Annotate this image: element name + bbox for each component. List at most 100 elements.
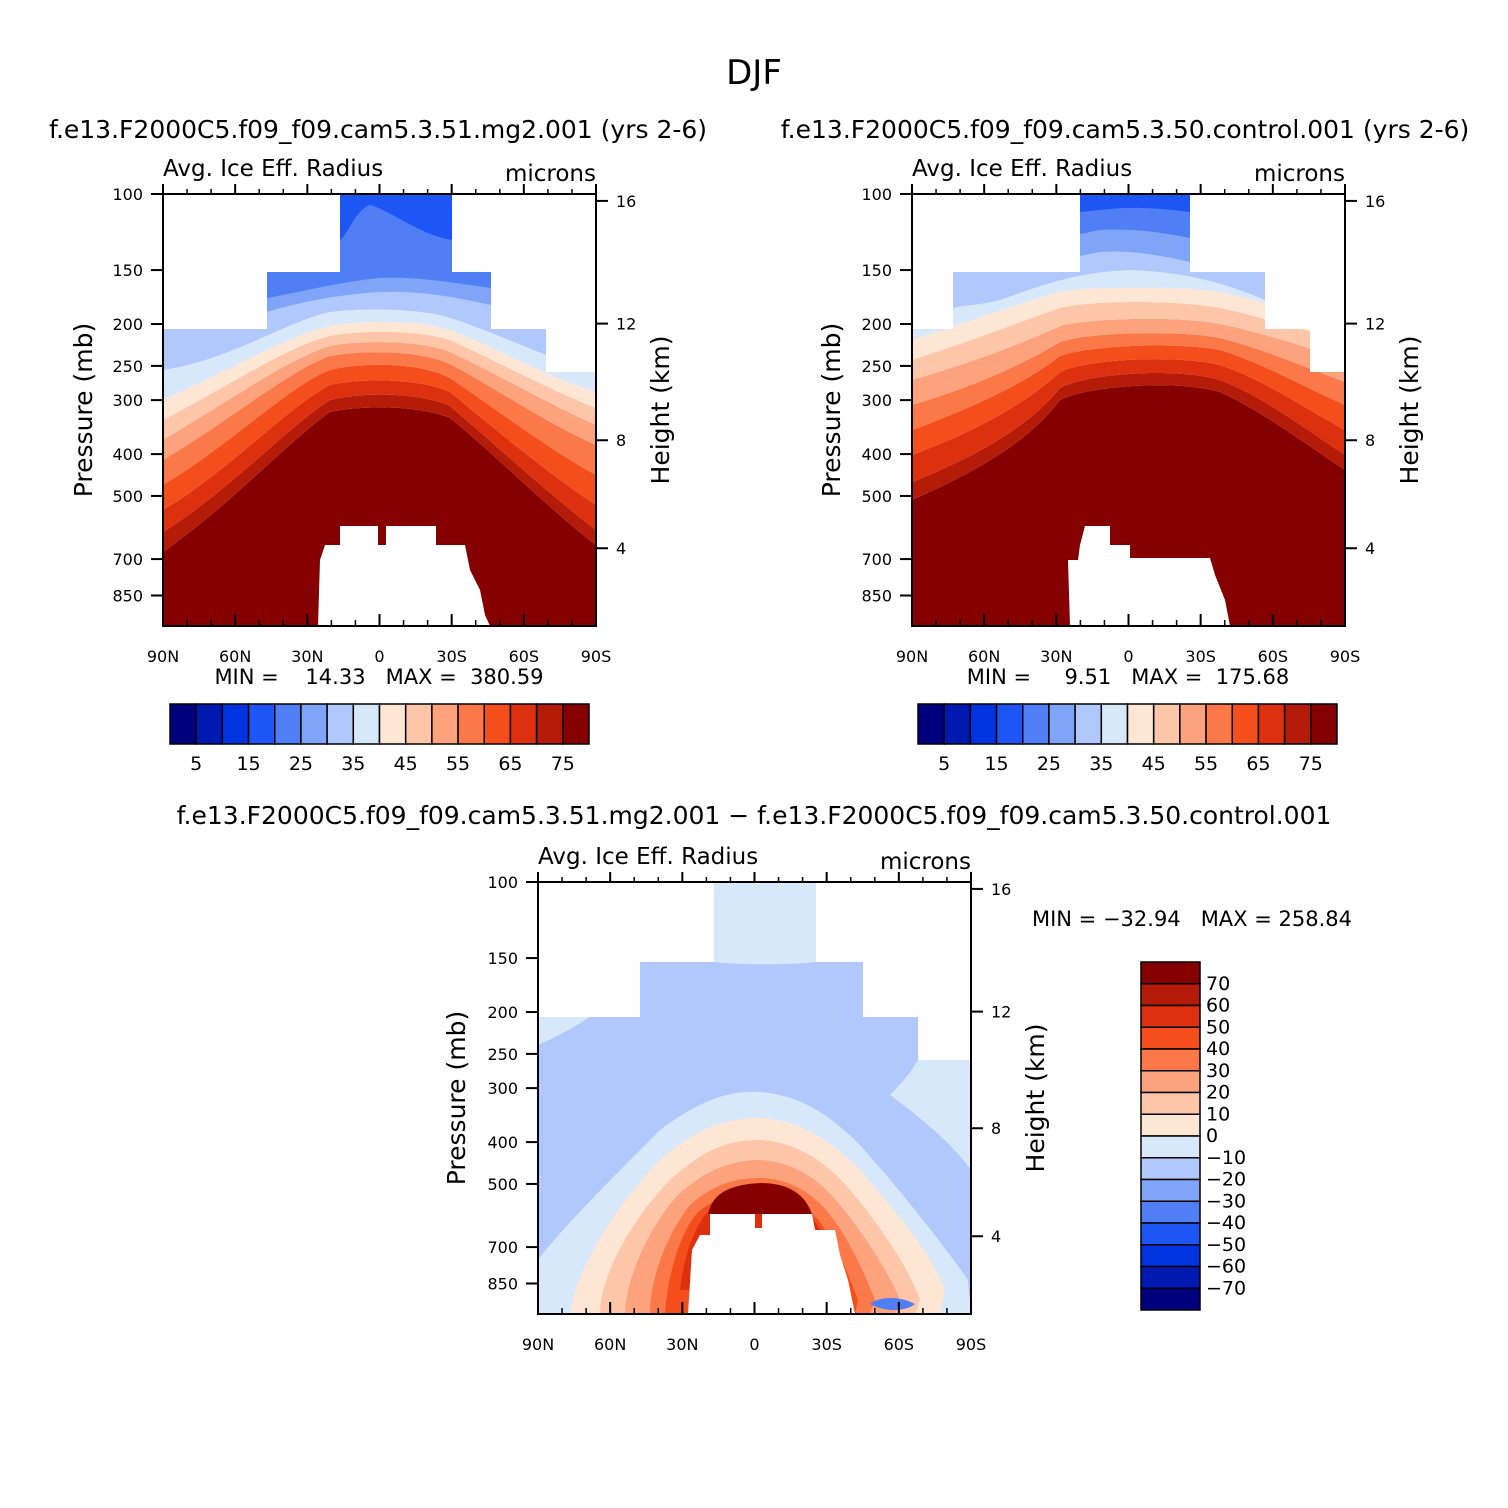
colorbar-swatch — [1022, 703, 1050, 745]
colorbar-swatch — [1231, 703, 1260, 745]
colorbar-swatch — [378, 703, 407, 745]
colorbar-swatch — [1310, 703, 1338, 745]
contour-band-75 — [163, 407, 596, 626]
x-tick-label: 0 — [749, 1335, 759, 1354]
colorbar-swatch — [1048, 703, 1076, 745]
colorbar-swatch — [431, 703, 459, 745]
min-max-readout: MIN = 14.33 MAX = 380.59 — [214, 665, 543, 689]
contour-band-40 — [912, 287, 1345, 360]
variable-label: Avg. Ice Eff. Radius — [912, 156, 1132, 182]
y-right-tick-label: 12 — [991, 1003, 1011, 1022]
min-max-readout: MIN = 9.51 MAX = 175.68 — [967, 665, 1289, 689]
colorbar-swatch — [1140, 1244, 1201, 1268]
y-right-axis-label: Height (km) — [1395, 336, 1424, 485]
mask-region — [163, 194, 340, 329]
bottom-axis: 90N 60N 30N 0 30S 60S 90S — [147, 614, 611, 666]
contour-band-55 — [912, 333, 1345, 430]
contour-band-60 — [912, 345, 1345, 455]
top-axis — [537, 872, 972, 882]
y-tick-label: 400 — [487, 1133, 518, 1152]
y-tick-label: 250 — [487, 1045, 518, 1064]
mask-region — [912, 194, 1080, 329]
x-tick-label: 0 — [1123, 647, 1133, 666]
y-tick-label: 200 — [487, 1003, 518, 1022]
y-tick-label: 700 — [487, 1238, 518, 1257]
colorbar-swatch — [300, 703, 328, 745]
panel-title: f.e13.F2000C5.f09_f09.cam5.3.51.mg2.001 … — [177, 801, 1332, 830]
colorbar-swatch — [1152, 703, 1181, 745]
x-tick-label: 60S — [884, 1335, 915, 1354]
colorbar-label: 75 — [551, 753, 575, 775]
contour-field — [163, 194, 596, 626]
colorbar-swatch — [1140, 1004, 1201, 1028]
colorbar-swatch — [1140, 1135, 1201, 1159]
y-right-tick-label: 8 — [1365, 431, 1375, 450]
x-tick-label: 30S — [811, 1335, 842, 1354]
x-tick-label: 60S — [1258, 647, 1289, 666]
y-tick-label: 500 — [861, 487, 892, 506]
y-right-tick-label: 16 — [1365, 192, 1385, 211]
y-tick-label: 500 — [112, 487, 143, 506]
contour-band-40 — [163, 321, 596, 420]
colorbar-swatch — [195, 703, 224, 745]
y-tick-label: 400 — [112, 445, 143, 464]
colorbar-swatch — [1205, 703, 1233, 745]
x-tick-label: 60N — [219, 647, 251, 666]
colorbar-swatch — [326, 703, 355, 745]
colorbar-swatch — [274, 703, 302, 745]
colorbar-swatch — [221, 703, 250, 745]
x-tick-label: 90N — [147, 647, 179, 666]
colorbar-swatch — [1140, 1178, 1201, 1202]
panel-title: f.e13.F2000C5.f09_f09.cam5.3.51.mg2.001 … — [49, 115, 707, 144]
colorbar-label: −20 — [1206, 1169, 1246, 1191]
colorbar-label: −50 — [1206, 1234, 1246, 1256]
x-tick-label: 90S — [1330, 647, 1361, 666]
mask-region — [816, 882, 971, 1060]
bottom-axis: 90N 60N 30N 0 30S 60S 90S — [522, 1302, 986, 1354]
contour-band-60 — [163, 364, 596, 510]
mask-region — [1068, 526, 1230, 626]
y-tick-label: 700 — [112, 550, 143, 569]
colorbar-swatch — [1140, 1113, 1201, 1137]
colorbar-swatch — [1140, 1222, 1201, 1246]
colorbar-swatch — [247, 703, 276, 745]
y-tick-label: 300 — [861, 391, 892, 410]
contour-band-35 — [912, 194, 1345, 372]
colorbar-swatch — [1140, 1070, 1201, 1094]
y-tick-label: 700 — [861, 550, 892, 569]
y-right-axis-label: Height (km) — [646, 336, 675, 485]
colorbar-swatch — [995, 703, 1024, 745]
y-right-tick-label: 4 — [1365, 539, 1375, 558]
variable-label: Avg. Ice Eff. Radius — [538, 844, 758, 870]
contour-band-55 — [163, 352, 596, 485]
contour-band--60 — [870, 1298, 915, 1310]
colorbar-label: −40 — [1206, 1212, 1246, 1234]
colorbar-swatch — [969, 703, 998, 745]
colorbar-swatch — [1257, 703, 1286, 745]
y-right-tick-label: 4 — [616, 539, 626, 558]
colorbar-label: 55 — [1194, 753, 1218, 775]
colorbar-label: 15 — [236, 753, 260, 775]
colorbar-swatch — [1140, 1157, 1201, 1181]
y-tick-label: 500 — [487, 1175, 518, 1194]
colorbar-label: 20 — [1206, 1082, 1230, 1104]
panel-mg2: f.e13.F2000C5.f09_f09.cam5.3.51.mg2.001 … — [49, 115, 707, 775]
x-tick-label: 60N — [968, 647, 1000, 666]
y-right-tick-label: 8 — [616, 431, 626, 450]
contour-band-65 — [163, 380, 596, 532]
colorbar-label: 25 — [289, 753, 313, 775]
x-tick-label: 30N — [291, 647, 323, 666]
colorbar-label: 35 — [1089, 753, 1113, 775]
colorbar-mg2: 5 15 25 35 45 55 65 75 — [169, 703, 590, 775]
colorbar-label: 25 — [1037, 753, 1061, 775]
colorbar-swatch — [1140, 1287, 1201, 1311]
colorbar-swatch — [1140, 983, 1201, 1007]
contour-band-50 — [912, 318, 1345, 405]
colorbar-swatch — [169, 703, 197, 745]
y-tick-label: 300 — [487, 1079, 518, 1098]
y-tick-label: 400 — [861, 445, 892, 464]
colorbar-label: 75 — [1299, 753, 1323, 775]
colorbar-swatch — [483, 703, 512, 745]
y-tick-label: 150 — [112, 261, 143, 280]
y-right-tick-label: 12 — [616, 315, 636, 334]
